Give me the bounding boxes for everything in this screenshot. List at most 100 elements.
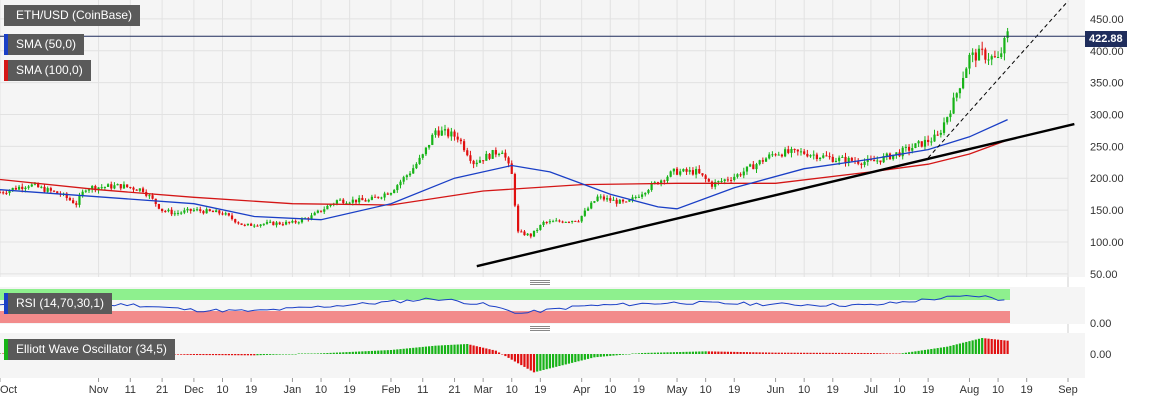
time-axis-tick-label: 10 <box>700 384 712 396</box>
ewo-bar <box>405 348 408 354</box>
candle-body <box>195 209 199 211</box>
ewo-bar <box>663 352 666 354</box>
ewo-bar <box>351 351 354 354</box>
candle-body <box>803 151 806 154</box>
candle-body <box>567 221 571 223</box>
ewo-bar <box>640 353 644 354</box>
candle-body <box>1003 38 1006 54</box>
ewo-bar <box>962 342 965 354</box>
candle-body <box>135 189 138 191</box>
time-axis-tick-label: May <box>667 384 688 396</box>
rsi-oversold-zone <box>0 311 1010 323</box>
candle-body <box>132 187 135 190</box>
sma100-legend[interactable]: SMA (100,0) <box>4 60 91 81</box>
candle-body <box>402 177 405 182</box>
ewo-bar <box>952 345 955 354</box>
candle-body <box>933 134 936 142</box>
candle-body <box>91 186 94 190</box>
candle-body <box>364 200 367 202</box>
candle-body <box>822 155 825 158</box>
ewo-bar <box>907 352 911 354</box>
candle-body <box>523 231 526 236</box>
rsi-panel-resize-handle[interactable] <box>530 280 550 285</box>
candle-body <box>714 182 717 187</box>
candle-body <box>141 188 145 192</box>
candle-body <box>75 203 78 205</box>
ewo-bar <box>529 354 532 371</box>
candle-body <box>354 199 358 203</box>
ewo-bar <box>183 354 186 355</box>
ewo-bar <box>844 352 847 354</box>
ewo-legend[interactable]: Elliott Wave Oscillator (34,5) <box>4 339 175 360</box>
candle-body <box>84 190 87 192</box>
candle-body <box>873 160 876 162</box>
sma50-legend[interactable]: SMA (50,0) <box>4 34 85 55</box>
candle-body <box>351 199 354 203</box>
candle-body <box>733 176 736 181</box>
candle-body <box>97 187 100 191</box>
ewo-bar <box>199 354 202 356</box>
ewo-bar <box>1006 340 1009 354</box>
candle-body <box>428 144 431 148</box>
candle-body <box>180 212 183 214</box>
candle-body <box>736 174 739 177</box>
candle-body <box>996 56 1000 58</box>
candle-body <box>726 179 729 181</box>
ewo-bar <box>250 354 253 356</box>
candle-body <box>606 198 609 200</box>
candle-body <box>529 233 532 237</box>
candle-body <box>383 193 386 198</box>
candle-body <box>472 160 475 165</box>
candle-body <box>625 201 628 203</box>
candle-body <box>72 200 75 204</box>
ewo-bar <box>904 352 907 354</box>
candle-body <box>586 208 590 211</box>
candle-body <box>501 152 504 154</box>
ewo-bar <box>828 352 831 354</box>
price-y-tick: 50.00 <box>1090 269 1118 281</box>
ewo-bar <box>313 353 316 354</box>
ewo-bar <box>850 352 853 354</box>
candle-body <box>968 54 971 69</box>
candle-body <box>5 192 8 194</box>
candle-body <box>488 153 491 159</box>
candle-body <box>936 134 939 136</box>
candle-body <box>634 197 637 199</box>
ewo-bar <box>720 351 723 354</box>
candle-body <box>469 155 472 161</box>
candle-body <box>275 222 278 226</box>
ewo-bar <box>707 351 710 354</box>
ewo-bar <box>412 347 415 354</box>
candle-body <box>56 191 59 194</box>
candle-body <box>326 205 329 210</box>
rsi-legend[interactable]: RSI (14,70,30,1) <box>4 293 113 314</box>
ewo-panel-resize-handle[interactable] <box>530 326 550 331</box>
candle-body <box>94 186 97 191</box>
ewo-bar <box>822 352 825 354</box>
ewo-bar <box>462 344 466 354</box>
candle-body <box>564 221 567 223</box>
ewo-bar <box>278 354 281 355</box>
candlesticks <box>0 27 1009 239</box>
candle-body <box>901 147 904 157</box>
ewo-bar <box>329 352 332 354</box>
candle-body <box>542 221 545 225</box>
time-axis-tick-label: 10 <box>604 384 616 396</box>
candle-body <box>319 210 323 212</box>
ewo-bar <box>466 344 469 354</box>
ewo-bar <box>847 352 850 354</box>
candle-body <box>65 193 68 199</box>
candle-body <box>342 199 345 204</box>
ewo-bar <box>717 351 720 354</box>
instrument-legend[interactable]: ETH/USD (CoinBase) <box>4 5 141 26</box>
ewo-bar <box>504 354 507 357</box>
candle-body <box>33 183 37 185</box>
ewo-bar <box>784 352 787 354</box>
ewo-bar <box>796 352 799 354</box>
ewo-bar <box>749 352 752 354</box>
candle-body <box>809 155 812 157</box>
candle-body <box>396 185 399 191</box>
candle-body <box>939 132 942 135</box>
ewo-bar <box>218 354 221 356</box>
